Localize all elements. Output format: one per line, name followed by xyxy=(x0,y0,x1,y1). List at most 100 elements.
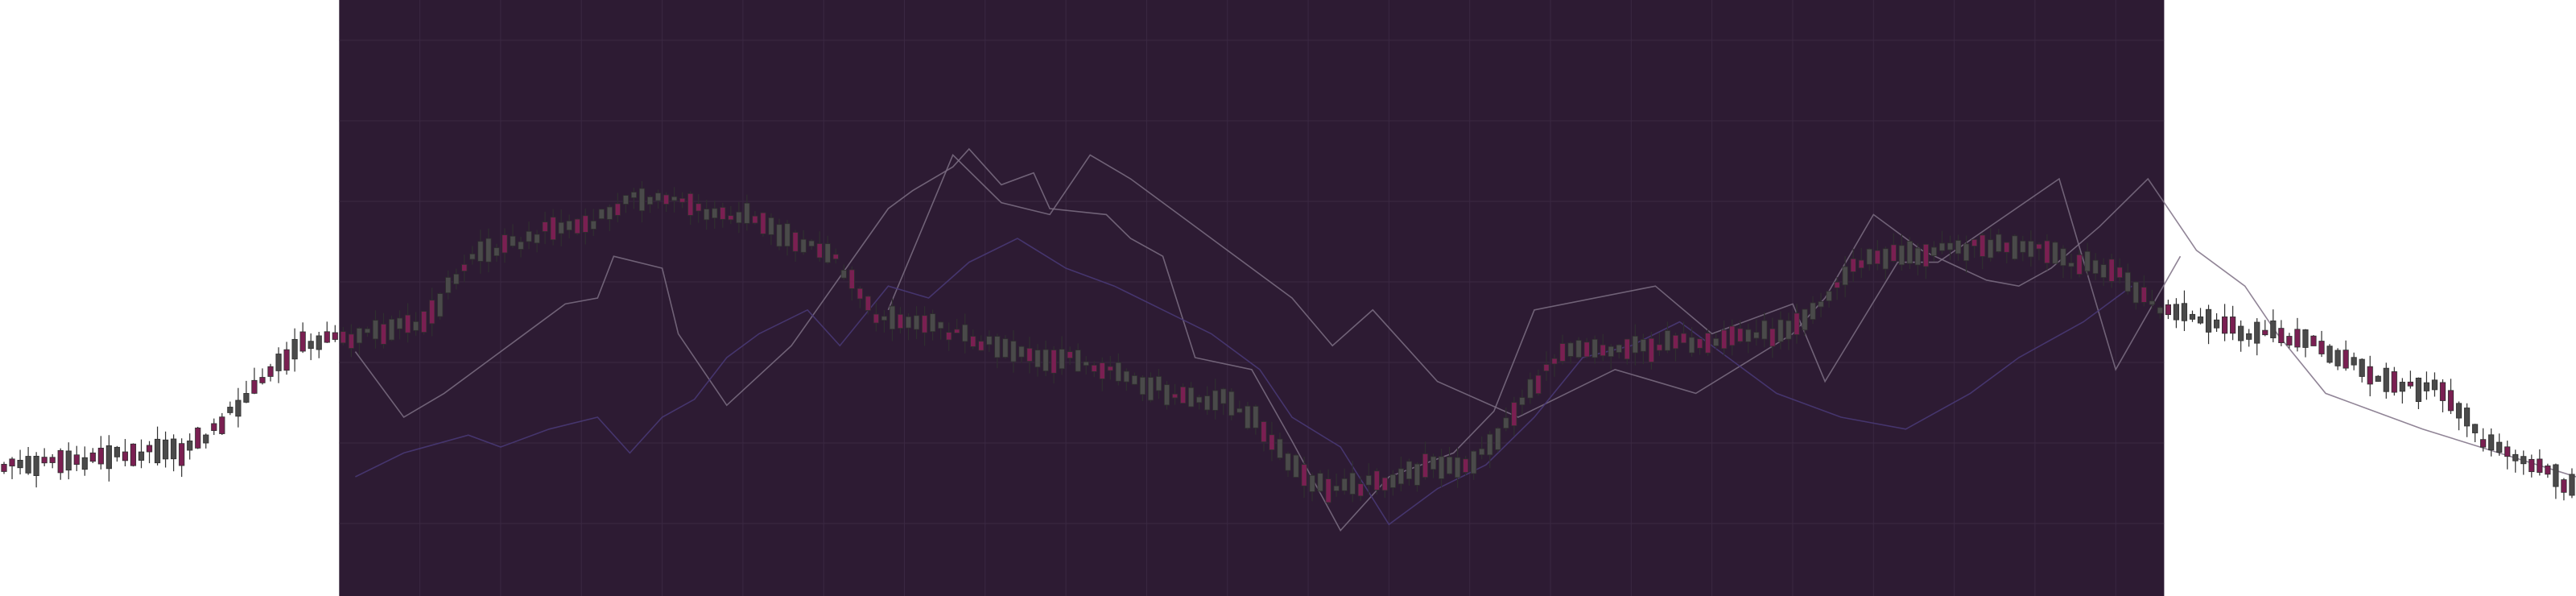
candle xyxy=(2020,235,2026,262)
candle-body xyxy=(752,215,758,224)
candle xyxy=(1785,312,1792,350)
candle xyxy=(638,181,646,223)
candle-body xyxy=(2076,254,2083,275)
candle xyxy=(1228,388,1235,420)
candle-body xyxy=(477,241,484,262)
candle xyxy=(146,441,153,464)
candle xyxy=(65,442,72,480)
candle-body xyxy=(2439,382,2446,401)
candle-body xyxy=(566,221,572,231)
candle xyxy=(1010,329,1017,373)
candle-body xyxy=(1810,302,1816,320)
candle-body xyxy=(49,457,56,463)
candle xyxy=(1309,472,1315,502)
candle-body xyxy=(881,316,888,321)
candle-body xyxy=(1099,362,1105,379)
highlight-panel-layer xyxy=(339,0,2165,596)
candle xyxy=(510,224,516,248)
candle-body xyxy=(2238,325,2244,341)
candle xyxy=(696,194,702,223)
candle xyxy=(2294,317,2301,352)
candle xyxy=(1397,456,1405,492)
candle-body xyxy=(1600,344,1606,357)
candle xyxy=(2375,375,2381,382)
candle-body xyxy=(2020,240,2026,253)
candle-body xyxy=(696,203,702,212)
candle xyxy=(1705,329,1711,356)
candle-body xyxy=(2496,441,2503,453)
candle xyxy=(1664,321,1671,354)
candle xyxy=(2351,352,2357,370)
candle xyxy=(1357,476,1364,501)
candle xyxy=(1946,235,1954,260)
candle xyxy=(469,246,476,265)
candle xyxy=(1455,448,1461,488)
candle-body xyxy=(163,439,169,460)
candle xyxy=(1301,457,1307,499)
candle xyxy=(848,266,855,301)
candle-body xyxy=(978,341,985,351)
candle xyxy=(2488,428,2495,457)
candle xyxy=(1381,477,1388,499)
candle xyxy=(840,264,847,280)
candle-body xyxy=(542,221,548,232)
candle xyxy=(1075,343,1081,372)
candle-body xyxy=(2052,242,2058,264)
candle xyxy=(2537,449,2543,476)
candle-body xyxy=(2318,341,2325,354)
candle xyxy=(1414,461,1421,492)
candle-body xyxy=(356,328,362,344)
candle xyxy=(1463,455,1469,476)
candle-body xyxy=(1640,339,1646,352)
candle xyxy=(1858,247,1864,279)
candle-body xyxy=(962,324,968,342)
candle-body xyxy=(2488,434,2495,451)
candle-body xyxy=(146,445,153,453)
candle-body xyxy=(2480,439,2487,448)
candle-body xyxy=(687,192,694,216)
candle xyxy=(105,435,113,482)
candle-body xyxy=(704,209,710,221)
candle xyxy=(9,457,15,479)
candle xyxy=(671,187,678,213)
candle-body xyxy=(728,215,734,221)
candle xyxy=(2399,378,2405,404)
candle-body xyxy=(380,324,387,345)
candle-body xyxy=(1559,343,1566,362)
candle xyxy=(913,306,920,340)
candle xyxy=(1535,369,1542,396)
candle-body xyxy=(1938,242,1946,251)
candle xyxy=(1026,337,1033,374)
candle xyxy=(2230,305,2236,341)
candle-body xyxy=(630,192,638,198)
candle-body xyxy=(1269,434,1275,450)
candle xyxy=(2197,308,2204,325)
candle xyxy=(1115,353,1121,386)
candle xyxy=(865,295,871,315)
candle-body xyxy=(736,211,742,224)
candle xyxy=(2036,242,2042,261)
candle xyxy=(2116,258,2123,284)
candle xyxy=(1810,296,1816,325)
candle-body xyxy=(1834,281,1840,288)
candle xyxy=(2100,258,2107,286)
candle-body xyxy=(1575,340,1582,358)
candle-body xyxy=(1,464,7,472)
candle xyxy=(824,235,831,264)
candle-body xyxy=(1301,464,1307,486)
candle xyxy=(324,321,330,343)
candle-body xyxy=(889,305,896,330)
candle xyxy=(704,200,710,230)
candle-body xyxy=(1890,244,1897,262)
candle xyxy=(1551,354,1558,377)
candle xyxy=(2222,304,2228,341)
candle-body xyxy=(1034,350,1041,368)
candle xyxy=(1083,356,1089,375)
candle xyxy=(445,270,452,300)
candle xyxy=(73,445,80,471)
candle xyxy=(1826,291,1832,308)
candle xyxy=(1261,420,1267,452)
candle xyxy=(267,363,274,382)
candle xyxy=(2084,242,2091,275)
candle xyxy=(2310,334,2317,346)
